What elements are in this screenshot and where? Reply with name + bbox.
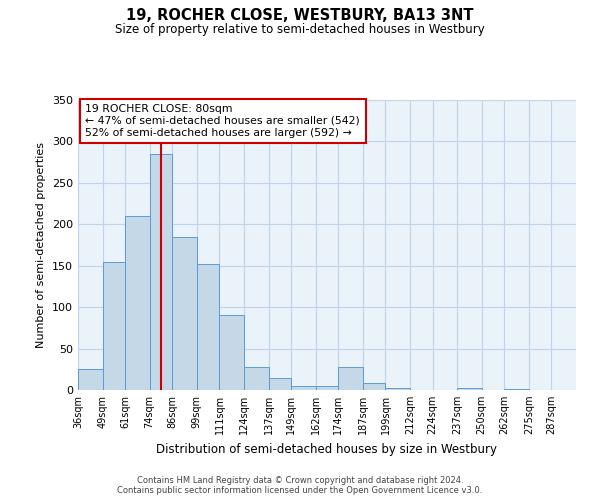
Y-axis label: Number of semi-detached properties: Number of semi-detached properties xyxy=(37,142,46,348)
Bar xyxy=(244,367,269,390)
Bar xyxy=(363,384,385,390)
Bar xyxy=(103,262,125,390)
Bar xyxy=(385,388,410,390)
Bar xyxy=(149,154,172,390)
Bar xyxy=(338,367,363,390)
Bar xyxy=(269,378,291,390)
Bar xyxy=(78,370,103,390)
X-axis label: Distribution of semi-detached houses by size in Westbury: Distribution of semi-detached houses by … xyxy=(157,442,497,456)
Bar xyxy=(172,236,197,390)
Bar xyxy=(316,386,338,390)
Bar xyxy=(457,388,482,390)
Bar xyxy=(197,264,220,390)
Text: Contains HM Land Registry data © Crown copyright and database right 2024.
Contai: Contains HM Land Registry data © Crown c… xyxy=(118,476,482,495)
Bar xyxy=(505,389,529,390)
Bar xyxy=(291,386,316,390)
Text: 19 ROCHER CLOSE: 80sqm
← 47% of semi-detached houses are smaller (542)
52% of se: 19 ROCHER CLOSE: 80sqm ← 47% of semi-det… xyxy=(85,104,360,138)
Text: Size of property relative to semi-detached houses in Westbury: Size of property relative to semi-detach… xyxy=(115,22,485,36)
Text: 19, ROCHER CLOSE, WESTBURY, BA13 3NT: 19, ROCHER CLOSE, WESTBURY, BA13 3NT xyxy=(126,8,474,22)
Bar xyxy=(125,216,149,390)
Bar xyxy=(220,316,244,390)
